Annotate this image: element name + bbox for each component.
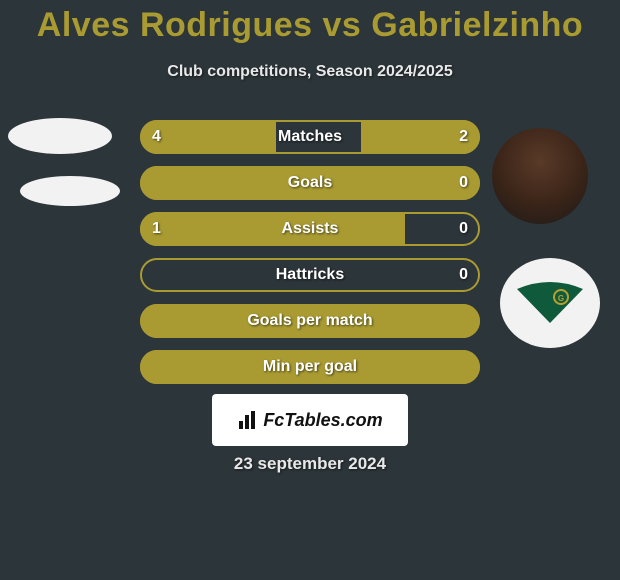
bar-label: Matches: [140, 128, 480, 146]
stat-bar: Assists1 0: [140, 212, 480, 246]
bar-label: Hattricks: [140, 266, 480, 284]
bar-value-right: 0: [459, 174, 468, 192]
player-left-avatar-placeholder-2: [20, 176, 120, 206]
branding-logo-icon: [237, 409, 259, 431]
page-subtitle: Club competitions, Season 2024/2025: [0, 63, 620, 81]
bar-label: Goals per match: [140, 312, 480, 330]
bar-value-right: 2: [459, 128, 468, 146]
bar-value-left: 4: [152, 128, 161, 146]
stat-bar: Hattricks0: [140, 258, 480, 292]
svg-text:G: G: [558, 294, 564, 303]
player-left-avatar-placeholder-1: [8, 118, 112, 154]
player-right-club-logo: G: [500, 258, 600, 348]
stat-bar: Goals0: [140, 166, 480, 200]
bar-value-right: 0: [459, 266, 468, 284]
club-logo-icon: G: [515, 281, 585, 326]
date-text: 23 september 2024: [0, 454, 620, 474]
bar-value-left: 1: [152, 220, 161, 238]
branding-badge: FcTables.com: [212, 394, 408, 446]
branding-text: FcTables.com: [263, 410, 382, 431]
page-title: Alves Rodrigues vs Gabrielzinho: [0, 0, 620, 45]
bar-value-right: 0: [459, 220, 468, 238]
stat-bar: Goals per match: [140, 304, 480, 338]
bar-label: Assists: [140, 220, 480, 238]
player-right-avatar: [492, 128, 588, 224]
stat-bar: Matches4 2: [140, 120, 480, 154]
bar-label: Min per goal: [140, 358, 480, 376]
stat-bar: Min per goal: [140, 350, 480, 384]
bar-label: Goals: [140, 174, 480, 192]
comparison-bars: Matches42Goals0Assists10Hattricks0Goals …: [140, 120, 480, 396]
